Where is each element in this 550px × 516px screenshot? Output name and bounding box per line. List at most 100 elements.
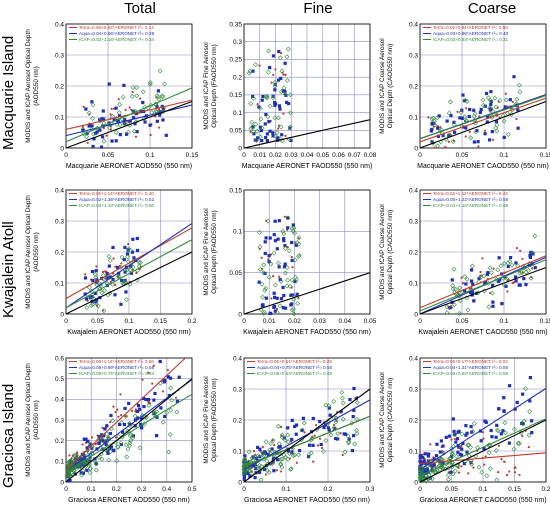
data-point-icap	[106, 254, 112, 259]
legend-entry-icap: ICAP=0.01+1.10*AERONET r²= 0.66	[433, 203, 509, 208]
data-point-terra	[282, 73, 285, 76]
data-point-terra	[261, 445, 264, 449]
x-tick-label: 0.01	[263, 318, 276, 325]
data-point-aqua	[273, 239, 278, 243]
data-point-aqua	[267, 260, 271, 264]
data-point-aqua	[116, 266, 120, 270]
data-point-aqua	[263, 251, 267, 256]
data-point-icap	[285, 277, 291, 283]
x-tick-label: 0.15	[508, 486, 521, 493]
data-point-terra	[151, 382, 154, 385]
data-point-icap	[450, 138, 456, 144]
data-point-aqua	[95, 280, 99, 284]
data-point-icap	[121, 279, 127, 285]
legend-entry-terra: Terra=0.06+0.63*AERONET r²= 0.14	[79, 25, 154, 30]
data-point-icap	[127, 440, 133, 446]
y-tick-label: 0.2	[55, 438, 64, 445]
data-point-terra	[464, 107, 468, 110]
data-point-aqua	[456, 430, 460, 434]
data-point-aqua	[91, 279, 95, 283]
data-point-aqua	[286, 226, 290, 230]
legend-entry-aqua: Aqua=0.05+0.89*AERONET r²= 0.65	[79, 365, 155, 370]
data-point-aqua	[487, 138, 492, 142]
data-point-terra	[429, 443, 432, 446]
data-point-terra	[90, 436, 94, 439]
y-tick-label: 0.1	[409, 280, 418, 287]
data-point-aqua	[465, 431, 469, 435]
data-point-terra	[114, 265, 117, 268]
data-point-icap	[117, 102, 123, 107]
data-point-aqua	[504, 284, 508, 288]
x-tick-label: 0	[242, 152, 246, 159]
data-point-terra	[467, 472, 470, 475]
data-point-terra	[506, 290, 509, 293]
data-point-icap	[157, 68, 163, 74]
data-point-icap	[90, 302, 96, 307]
row-header-kwajalein: Kwajalein Atoll	[0, 221, 17, 318]
data-point-icap	[257, 134, 263, 140]
data-point-icap	[339, 390, 345, 395]
data-point-aqua	[243, 454, 247, 458]
data-point-aqua	[470, 279, 474, 283]
data-point-icap	[487, 105, 493, 111]
data-point-icap	[484, 473, 490, 479]
data-point-icap	[289, 277, 295, 283]
data-point-aqua	[503, 105, 507, 109]
data-point-aqua	[273, 219, 277, 223]
data-point-aqua	[268, 236, 272, 240]
data-point-aqua	[99, 433, 104, 437]
x-axis-label: Kwajalein AERONET AOD550 (550 nm)	[67, 329, 191, 336]
data-point-aqua	[271, 54, 276, 58]
regression-line-terra	[419, 452, 547, 464]
data-point-terra	[147, 371, 150, 374]
data-point-aqua	[282, 239, 286, 243]
y-tick-label: 0.3	[233, 386, 242, 393]
data-point-icap	[166, 449, 172, 455]
data-point-aqua	[122, 117, 127, 122]
data-point-aqua	[155, 105, 159, 109]
y-tick-label: 0.3	[409, 386, 418, 393]
data-point-icap	[428, 462, 433, 468]
data-point-terra	[508, 470, 511, 473]
data-point-aqua	[283, 61, 287, 65]
data-point-icap	[299, 427, 305, 433]
data-point-icap	[126, 129, 131, 135]
data-point-icap	[283, 246, 288, 251]
data-point-icap	[480, 97, 486, 103]
data-point-aqua	[161, 107, 165, 111]
data-point-aqua	[516, 108, 520, 112]
y-axis-label: MODIS and ICAP Aerosol Optical Depth	[25, 195, 32, 309]
data-point-terra	[130, 409, 134, 412]
data-point-terra	[280, 425, 283, 429]
scatter-panel-2-2: 0 0.05 0.1 0.15 0.2 0 0.1 0.2 0.3 0.4 Terra=0.06+0…	[374, 352, 550, 516]
data-point-icap	[275, 423, 281, 429]
data-point-aqua	[483, 104, 487, 108]
data-point-icap	[164, 410, 170, 416]
data-point-icap	[517, 89, 523, 95]
data-point-aqua	[465, 450, 469, 454]
y-tick-label: 0	[414, 479, 418, 486]
data-point-aqua	[294, 243, 298, 247]
x-tick-label: 0	[64, 486, 68, 493]
data-point-aqua	[516, 126, 520, 130]
scatter-panel-1-0: 0 0.05 0.1 0.15 0.2 0 0.1 0.2 0.3 0.4 Terra=0.05+1…	[20, 184, 202, 348]
data-point-aqua	[489, 428, 493, 433]
data-point-icap	[138, 260, 143, 265]
data-point-terra	[282, 112, 285, 115]
data-point-icap	[285, 46, 291, 52]
data-point-icap	[270, 95, 276, 101]
data-point-icap	[258, 477, 264, 483]
data-point-terra	[512, 281, 515, 284]
data-point-aqua	[462, 289, 467, 293]
data-point-icap	[272, 83, 278, 89]
data-point-icap	[125, 446, 131, 452]
data-point-terra	[521, 257, 524, 261]
data-point-terra	[481, 431, 485, 434]
data-point-aqua	[484, 91, 489, 96]
data-point-icap	[155, 94, 161, 100]
y-axis-label: (AOD550 nm)	[33, 232, 40, 271]
data-point-icap	[254, 137, 259, 143]
data-point-aqua	[428, 476, 432, 480]
data-point-icap	[124, 267, 130, 273]
data-point-terra	[280, 470, 283, 473]
